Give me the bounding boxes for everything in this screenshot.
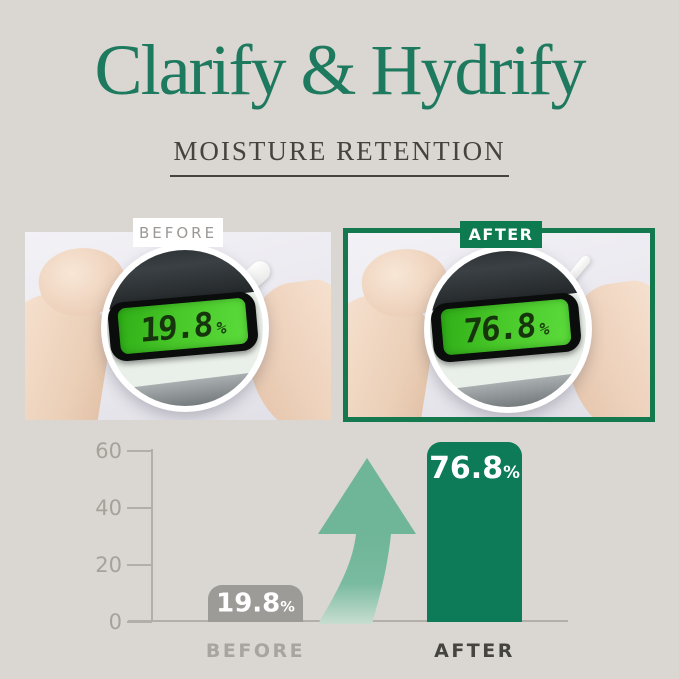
lcd-percent-sign: % xyxy=(538,319,549,341)
magnifier-circle: 76.8 % xyxy=(424,245,592,413)
after-badge: AFTER xyxy=(460,221,542,248)
page-title: Clarify & Hydrify xyxy=(94,30,587,110)
growth-arrow-icon xyxy=(318,458,416,624)
lcd-display: 76.8 % xyxy=(440,298,572,356)
bar-after: 76.8% xyxy=(427,442,522,622)
subtitle-wrap: MOISTURE RETENTION xyxy=(0,136,679,177)
y-tick-label-0: 0 xyxy=(108,610,122,634)
x-label-before: BEFORE xyxy=(205,640,306,662)
y-tick-label-20: 20 xyxy=(95,553,122,577)
lcd-display: 19.8 % xyxy=(117,297,249,355)
lcd-bezel: 76.8 % xyxy=(430,291,583,364)
lcd-percent-sign: % xyxy=(215,318,226,340)
x-label-after: AFTER xyxy=(434,640,515,662)
y-tick-label-40: 40 xyxy=(95,496,122,520)
magnifier-circle: 19.8 % xyxy=(101,244,269,412)
y-axis-line xyxy=(151,449,153,622)
page-subtitle: MOISTURE RETENTION xyxy=(170,136,509,177)
bar-value-before: 19.8% xyxy=(216,587,295,618)
lcd-reading: 76.8 xyxy=(462,304,535,351)
before-photo-panel: 19.8 % xyxy=(25,232,331,420)
y-tick-mark xyxy=(127,507,152,509)
lcd-reading: 19.8 xyxy=(139,303,212,350)
lcd-bezel: 19.8 % xyxy=(107,290,260,363)
y-tick-mark xyxy=(127,564,152,566)
before-photo: 19.8 % xyxy=(25,232,331,420)
y-tick-mark xyxy=(127,450,152,452)
after-photo: 76.8 % xyxy=(348,233,650,417)
after-photo-panel: 76.8 % xyxy=(343,228,655,422)
bar-before: 19.8% xyxy=(208,585,303,622)
y-tick-mark xyxy=(127,621,152,623)
before-badge: BEFORE xyxy=(133,218,223,247)
bar-value-after: 76.8% xyxy=(429,451,520,486)
y-tick-label-60: 60 xyxy=(95,439,122,463)
device-bottom-graphic xyxy=(430,369,586,407)
device-bottom-graphic xyxy=(107,368,263,406)
